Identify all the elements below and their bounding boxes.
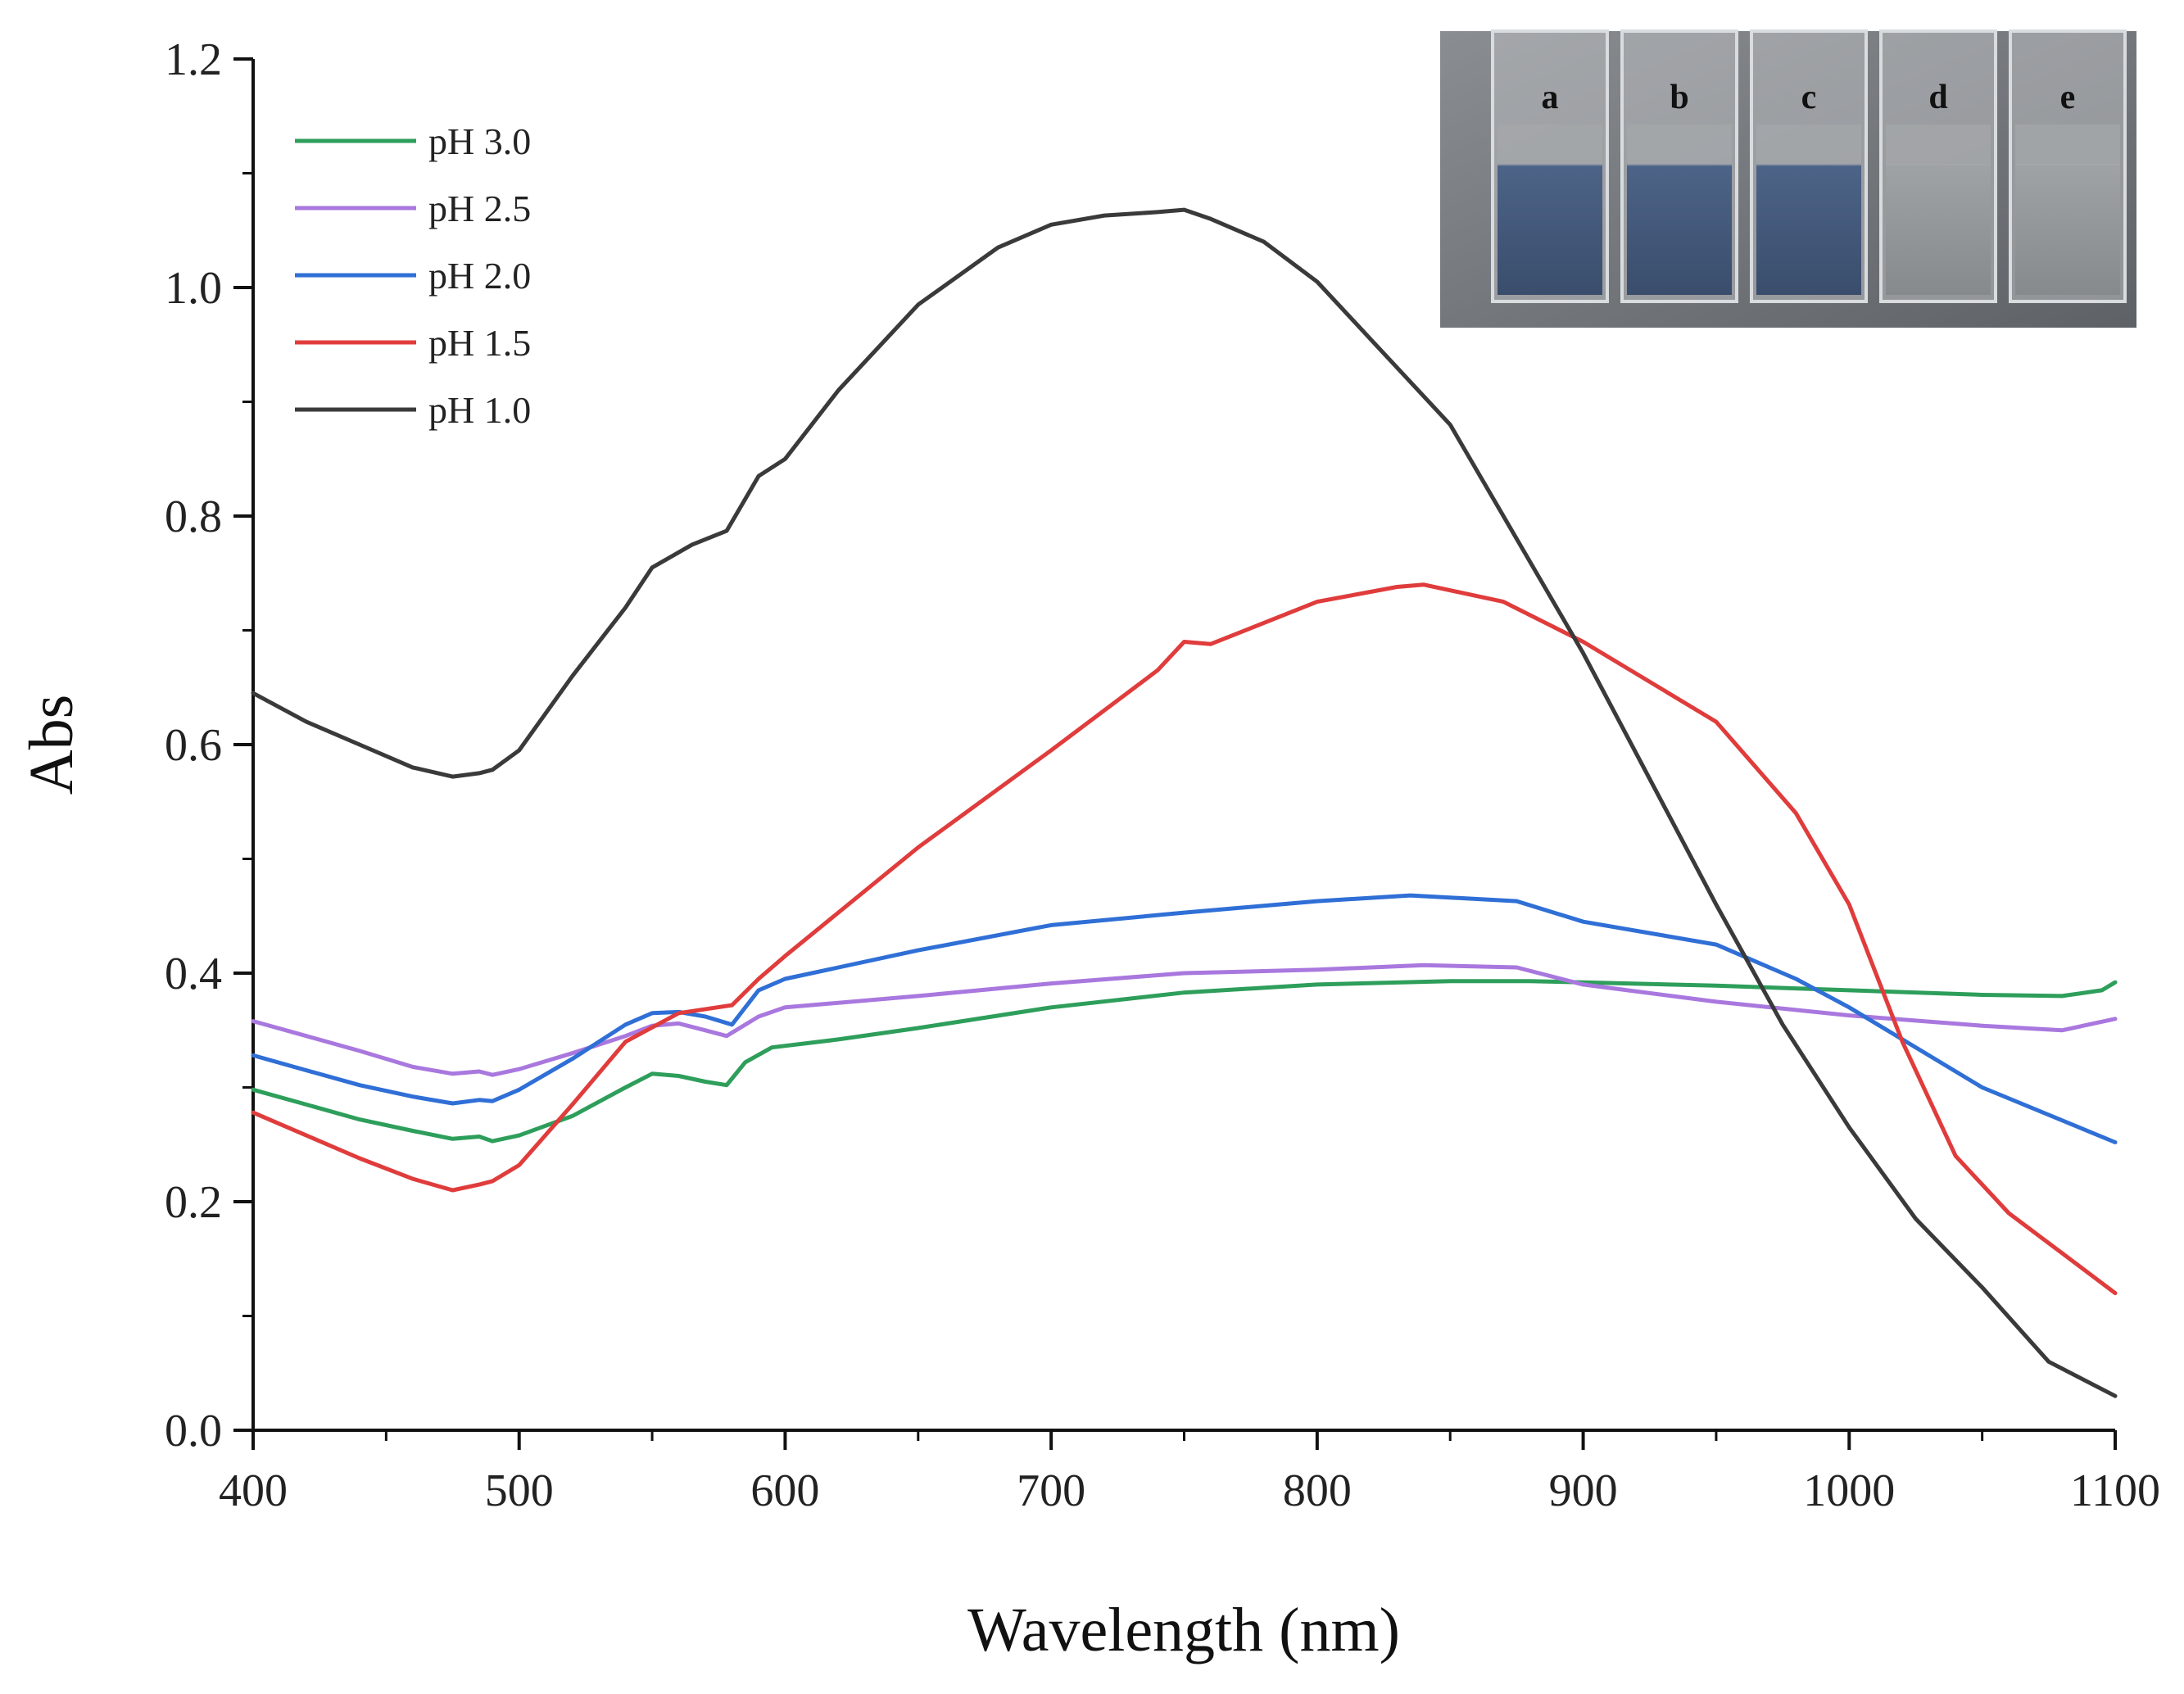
- legend: pH 3.0 pH 2.5 pH 2.0 pH 1.5 pH 1.0: [295, 120, 531, 431]
- cuvettes: a b c d e: [1491, 29, 2127, 303]
- y-tick-label: 1.2: [165, 34, 222, 85]
- cuvette-meniscus-c: [1756, 125, 1861, 165]
- series-line-ph-2-0: [251, 893, 2118, 1144]
- cuvette-liquid-b: [1627, 164, 1732, 295]
- y-ticks: 0.0 0.2 0.4 0.6 0.8 1.0 1.2: [165, 34, 253, 1456]
- cuvette-liquid-e: [2015, 164, 2120, 295]
- cuvette-label-e: e: [2060, 79, 2076, 116]
- x-axis-title: Wavelength (nm): [967, 1596, 1400, 1665]
- cuvette-label-b: b: [1670, 79, 1688, 116]
- cuvette-liquid-a: [1498, 164, 1602, 295]
- x-tick-label: 600: [750, 1465, 819, 1516]
- cuvette-label-a: a: [1542, 79, 1559, 116]
- y-tick-label: 0.2: [165, 1177, 222, 1228]
- series-line-ph-2-5: [251, 962, 2118, 1077]
- x-tick-label: 1000: [1803, 1465, 1895, 1516]
- y-tick-label: 0.0: [165, 1406, 222, 1456]
- x-tick-label: 400: [219, 1465, 288, 1516]
- x-ticks: 400 500 600 700 800 900 1000 1100: [219, 1430, 2160, 1516]
- x-tick-label: 800: [1283, 1465, 1352, 1516]
- y-tick-label: 1.0: [165, 263, 222, 314]
- cuvette-meniscus-e: [2015, 125, 2120, 165]
- cuvette-meniscus-b: [1627, 125, 1732, 165]
- legend-label-ph-1-5: pH 1.5: [428, 322, 531, 364]
- series-line-ph-1-5: [251, 582, 2118, 1296]
- y-tick-label: 0.4: [165, 949, 222, 999]
- y-tick-label: 0.6: [165, 720, 222, 771]
- cuvette-meniscus-a: [1498, 125, 1602, 165]
- cuvette-meniscus-d: [1886, 125, 1991, 165]
- legend-label-ph-2-5: pH 2.5: [428, 188, 531, 229]
- x-tick-label: 500: [485, 1465, 554, 1516]
- legend-label-ph-2-0: pH 2.0: [428, 255, 531, 297]
- inset-photo-cuvettes: a b c d e: [1440, 29, 2136, 328]
- x-tick-label: 700: [1017, 1465, 1085, 1516]
- legend-label-ph-3-0: pH 3.0: [428, 120, 531, 162]
- cuvette-label-d: d: [1928, 79, 1947, 116]
- series-line-ph-3-0: [251, 979, 2118, 1144]
- y-tick-label: 0.8: [165, 491, 222, 542]
- x-tick-label: 900: [1549, 1465, 1618, 1516]
- cuvette-liquid-c: [1756, 164, 1861, 295]
- series-line-ph-1-0: [251, 207, 2118, 1398]
- series-lines: [251, 207, 2118, 1398]
- cuvette-liquid-d: [1886, 164, 1991, 295]
- x-tick-label: 1100: [2070, 1465, 2160, 1516]
- y-axis-title: Abs: [17, 695, 86, 795]
- legend-label-ph-1-0: pH 1.0: [428, 389, 531, 431]
- cuvette-label-c: c: [1801, 79, 1817, 116]
